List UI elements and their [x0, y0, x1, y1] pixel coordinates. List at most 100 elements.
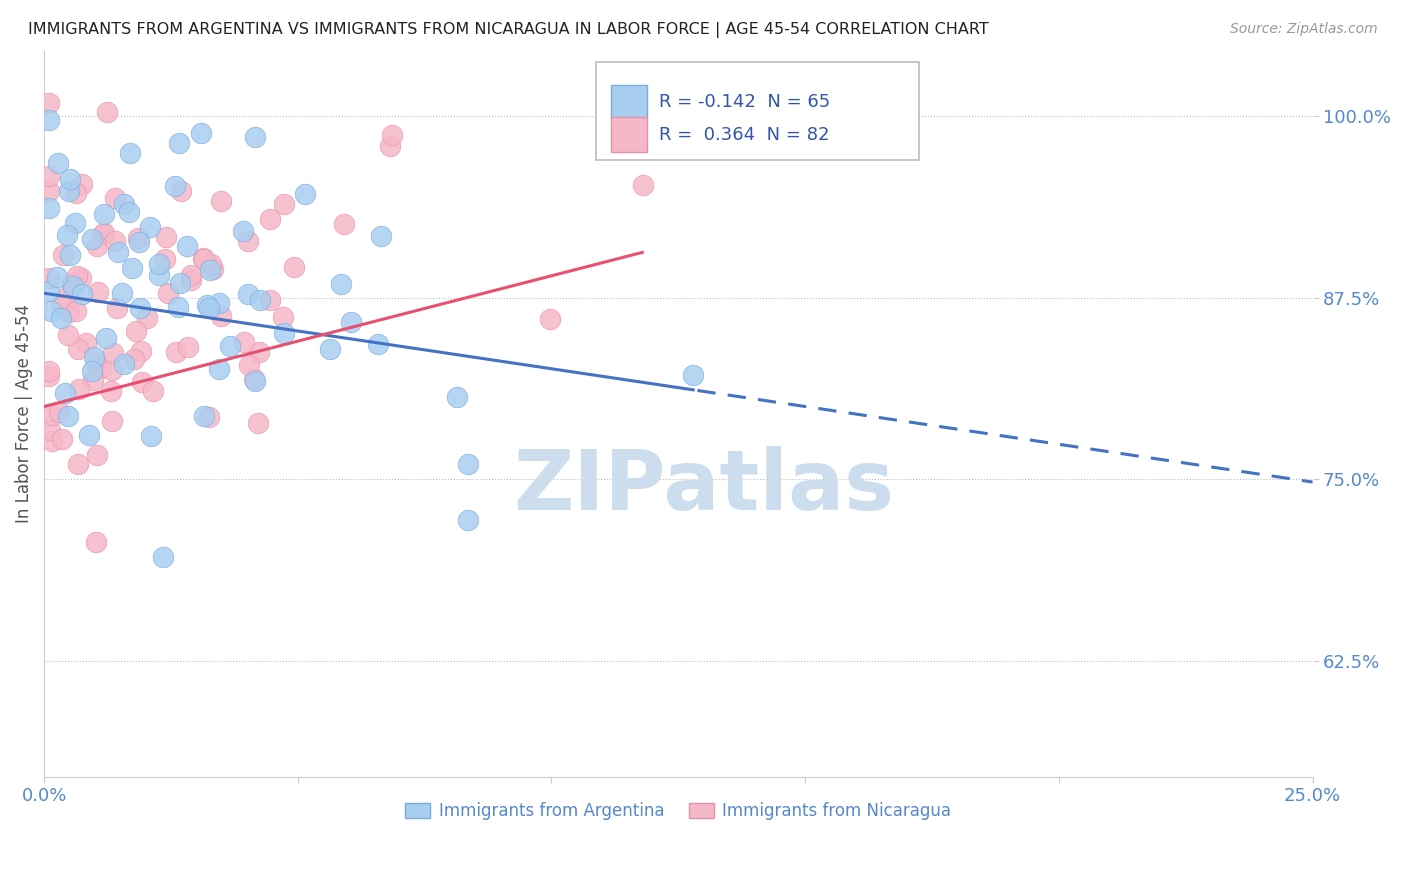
Point [104, 234, 127, 248]
Point [180, 273, 202, 287]
Bar [612, 85, 647, 120]
Point [155, 230, 177, 244]
Point [41, 434, 63, 448]
Point [105, 301, 128, 315]
Point [238, 287, 260, 301]
Point [381, 128, 404, 142]
Point [157, 285, 180, 300]
Text: R =  0.364  N = 82: R = 0.364 N = 82 [659, 126, 830, 144]
Point [167, 136, 190, 150]
Point [370, 228, 392, 243]
Point [457, 513, 479, 527]
Point [243, 375, 266, 389]
Point [118, 204, 141, 219]
Point [66, 269, 89, 284]
Point [152, 550, 174, 565]
Point [631, 178, 654, 192]
Point [163, 178, 186, 193]
Point [38, 184, 60, 198]
Point [104, 191, 127, 205]
Point [100, 384, 122, 398]
Point [59, 172, 82, 186]
Point [153, 252, 176, 267]
Point [242, 372, 264, 386]
Point [332, 218, 354, 232]
Point [58, 184, 80, 198]
Point [67, 343, 90, 357]
Point [51, 432, 73, 446]
Point [177, 340, 200, 354]
Point [38, 368, 60, 383]
Point [111, 286, 134, 301]
FancyBboxPatch shape [596, 62, 920, 160]
Point [127, 231, 149, 245]
Point [131, 376, 153, 390]
Point [62, 278, 84, 293]
Point [93, 207, 115, 221]
Point [103, 346, 125, 360]
Point [56, 228, 79, 243]
Point [70, 286, 93, 301]
Point [238, 358, 260, 372]
Point [45, 270, 67, 285]
Point [96, 104, 118, 119]
Point [67, 457, 90, 471]
Point [209, 194, 232, 208]
Point [128, 235, 150, 250]
Point [100, 414, 122, 428]
Point [84, 535, 107, 549]
Point [208, 361, 231, 376]
Point [195, 298, 218, 312]
Point [283, 260, 305, 274]
Point [60, 277, 83, 291]
Point [259, 211, 281, 226]
Point [38, 95, 60, 110]
Point [232, 334, 254, 349]
Point [198, 410, 221, 425]
Point [121, 260, 143, 275]
Point [53, 291, 76, 305]
Point [446, 390, 468, 404]
Point [136, 310, 159, 325]
Point [65, 304, 87, 318]
Point [457, 458, 479, 472]
Point [200, 256, 222, 270]
Point [51, 298, 73, 312]
Point [60, 278, 83, 293]
Point [319, 342, 342, 356]
Legend: Immigrants from Argentina, Immigrants from Nicaragua: Immigrants from Argentina, Immigrants fr… [398, 796, 957, 827]
Point [378, 138, 401, 153]
Point [90, 361, 112, 376]
Point [124, 351, 146, 366]
Point [69, 270, 91, 285]
Point [271, 310, 294, 325]
Point [208, 295, 231, 310]
Point [367, 337, 389, 351]
Point [53, 386, 76, 401]
Point [56, 409, 79, 423]
Point [38, 271, 60, 285]
Point [330, 277, 353, 292]
Point [83, 351, 105, 365]
Point [129, 301, 152, 316]
Point [87, 285, 110, 299]
Point [58, 328, 80, 343]
Point [198, 263, 221, 277]
Point [75, 336, 97, 351]
Point [72, 177, 94, 191]
Point [273, 326, 295, 340]
Point [125, 324, 148, 338]
Point [259, 293, 281, 307]
Point [193, 409, 215, 423]
Point [38, 364, 60, 378]
Point [65, 186, 87, 201]
Point [82, 373, 104, 387]
Point [249, 293, 271, 307]
Point [48, 156, 70, 170]
Point [682, 368, 704, 382]
Text: R = -0.142  N = 65: R = -0.142 N = 65 [659, 94, 831, 112]
Point [169, 184, 191, 198]
Point [294, 186, 316, 201]
Point [219, 339, 242, 353]
Point [139, 428, 162, 442]
